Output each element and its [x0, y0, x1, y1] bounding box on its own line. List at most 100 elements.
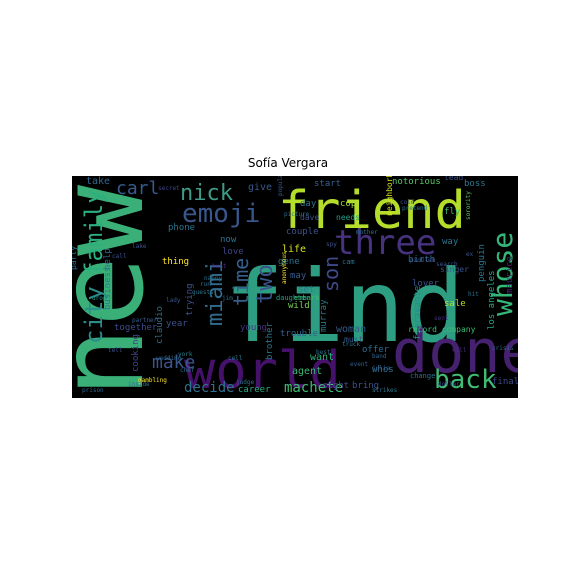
word-chef: chef	[180, 367, 195, 374]
word-dollar: dollar	[438, 381, 460, 388]
word-hunt: hunt	[212, 263, 227, 270]
word-new: new	[72, 184, 170, 398]
word-daughter: daughter	[276, 294, 310, 302]
word-run: run	[200, 281, 211, 288]
word-right: right	[322, 381, 349, 391]
word-drop: drop	[92, 295, 107, 302]
word-nick: nick	[180, 181, 233, 206]
word-mother: mother	[356, 229, 378, 236]
word-spy: spy	[326, 241, 337, 248]
word-claudio: claudio	[155, 306, 165, 344]
word-whos: whos	[372, 365, 394, 375]
word-truck: truck	[342, 341, 360, 348]
word-penguin: penguin	[477, 244, 487, 282]
word-boss: boss	[464, 179, 486, 189]
word-embark: embark	[294, 294, 320, 302]
word-event: event	[350, 361, 368, 368]
word-find: find	[224, 248, 465, 365]
word-brother: brother	[265, 321, 275, 360]
word-judge: judge	[236, 379, 254, 386]
word-band: band	[372, 353, 387, 360]
word-dave: dave	[300, 213, 319, 222]
word-friend: friend	[278, 181, 466, 241]
word-ex: ex	[466, 251, 474, 258]
word-guests: guests	[192, 289, 214, 296]
word-lead: lead	[444, 176, 463, 182]
word-fioravante: fioravante	[413, 286, 423, 340]
word-carl: carl	[116, 178, 159, 199]
word-cop: cop	[340, 199, 356, 209]
word-agent: agent	[292, 366, 322, 377]
word-offer: offer	[362, 345, 390, 355]
word-nanny: nanny	[204, 275, 222, 282]
word-cold: cold	[400, 199, 415, 206]
word-gambling: gambling	[138, 377, 167, 384]
word-cell: cell	[228, 355, 243, 362]
word-year: year	[166, 319, 188, 329]
word-crisis: crisis	[492, 345, 514, 352]
word-inside: inside	[128, 381, 150, 388]
figure-title: Sofía Vergara	[247, 156, 329, 170]
word-anonymous: anonymous	[281, 251, 288, 284]
word-search: search	[436, 261, 458, 268]
word-birth: birth	[408, 255, 435, 265]
word-notorious: notorious	[392, 177, 441, 187]
word-whose: whose	[486, 232, 518, 316]
word-needs: needs	[336, 213, 360, 222]
word-phone: phone	[168, 223, 195, 233]
word-fly: fly	[444, 207, 461, 217]
word-help: help	[103, 248, 113, 270]
word-must: must	[344, 335, 363, 344]
word-decide: decide	[184, 380, 235, 396]
word-take: take	[86, 176, 110, 187]
word-los-angeles: los angeles	[487, 270, 497, 330]
word-life: life	[282, 244, 306, 255]
word-neighborhood: neighborhood	[385, 176, 394, 216]
word-together: together	[114, 323, 158, 333]
word-couple: couple	[286, 227, 319, 237]
word-partner: partner	[132, 317, 158, 324]
word-sent: sent	[434, 315, 449, 322]
word-machete: machete	[284, 380, 343, 396]
word-prison: prison	[82, 387, 104, 394]
word-record-company: record company	[408, 325, 476, 334]
word-murray: murray	[319, 299, 329, 332]
word-cooking: cooking	[131, 334, 141, 372]
word-julia: julia	[372, 365, 390, 372]
word-family: family	[80, 189, 108, 276]
word-wild: wild	[288, 301, 310, 311]
word-gene: gene	[278, 257, 300, 267]
word-trying: trying	[185, 283, 195, 316]
word-now: now	[220, 235, 237, 245]
word-cloud-background	[72, 176, 518, 398]
word-trouble: trouble	[280, 329, 318, 339]
word-business: business	[103, 267, 113, 310]
word-maurice: maurice	[505, 256, 515, 294]
word-kill: kill	[452, 347, 467, 354]
word-give: give	[248, 182, 272, 193]
word-secret: secret	[158, 185, 180, 192]
word-popular: popular	[277, 176, 284, 196]
word-make: make	[152, 352, 195, 373]
word-back: back	[434, 365, 497, 395]
word-city: city	[80, 286, 108, 344]
word-thing: thing	[162, 257, 189, 267]
word-change: change	[410, 372, 435, 380]
word-wedding: wedding	[156, 355, 182, 362]
word-may: may	[290, 271, 307, 281]
word-start: start	[314, 179, 341, 189]
word-final: final	[492, 377, 518, 387]
word-call: call	[112, 253, 127, 260]
word-strikes: strikes	[372, 387, 398, 394]
word-lake: lake	[132, 243, 147, 250]
word-party: party	[72, 246, 78, 270]
word-three: three	[334, 223, 436, 263]
word-cam: cam	[342, 258, 355, 266]
word-day: day	[300, 199, 317, 209]
word-love: love	[222, 247, 244, 257]
word-bring: bring	[352, 381, 379, 391]
word-want: want	[310, 352, 334, 363]
